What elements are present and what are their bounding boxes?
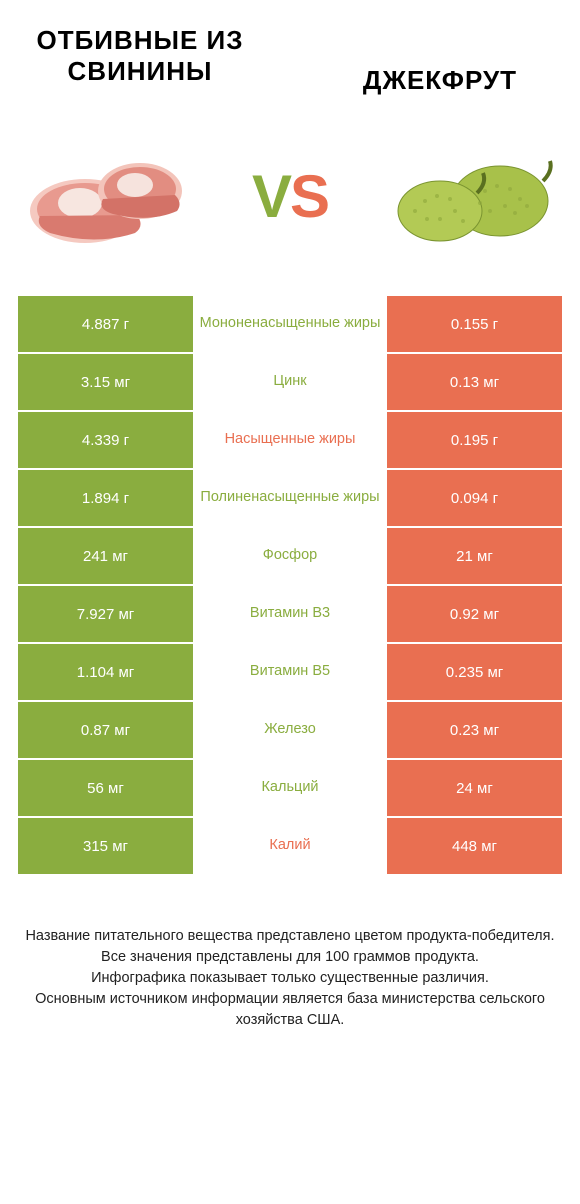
comparison-table: 4.887 гМононенасыщенные жиры0.155 г3.15 … (0, 296, 580, 876)
vs-s: S (290, 162, 328, 231)
vs-row: VS (0, 106, 580, 296)
table-row: 1.894 гПолиненасыщенные жиры0.094 г (18, 470, 562, 526)
cell-nutrient-name: Цинк (193, 354, 387, 410)
cell-right-value: 0.23 мг (387, 702, 562, 758)
table-row: 7.927 мгВитамин B30.92 мг (18, 586, 562, 642)
cell-right-value: 0.13 мг (387, 354, 562, 410)
pork-image (20, 136, 200, 256)
cell-left-value: 4.887 г (18, 296, 193, 352)
cell-left-value: 4.339 г (18, 412, 193, 468)
cell-nutrient-name: Мононенасыщенные жиры (193, 296, 387, 352)
jackfruit-image (380, 136, 560, 256)
vs-v: V (252, 162, 290, 231)
cell-nutrient-name: Кальций (193, 760, 387, 816)
table-row: 0.87 мгЖелезо0.23 мг (18, 702, 562, 758)
cell-right-value: 0.235 мг (387, 644, 562, 700)
table-row: 315 мгКалий448 мг (18, 818, 562, 874)
cell-nutrient-name: Фосфор (193, 528, 387, 584)
table-row: 4.339 гНасыщенные жиры0.195 г (18, 412, 562, 468)
cell-right-value: 0.92 мг (387, 586, 562, 642)
cell-nutrient-name: Насыщенные жиры (193, 412, 387, 468)
cell-left-value: 315 мг (18, 818, 193, 874)
footer-line-1: Название питательного вещества представл… (25, 926, 555, 947)
footer-line-3: Инфографика показывает только существенн… (25, 968, 555, 989)
title-left: ОТБИВНЫЕ ИЗ СВИНИНЫ (30, 25, 290, 96)
cell-right-value: 0.094 г (387, 470, 562, 526)
cell-right-value: 0.195 г (387, 412, 562, 468)
header: ОТБИВНЫЕ ИЗ СВИНИНЫ ДЖЕКФРУТ (0, 0, 580, 106)
cell-left-value: 1.894 г (18, 470, 193, 526)
table-row: 4.887 гМононенасыщенные жиры0.155 г (18, 296, 562, 352)
footer-line-4: Основным источником информации является … (25, 989, 555, 1031)
footer-line-2: Все значения представлены для 100 граммо… (25, 947, 555, 968)
table-row: 3.15 мгЦинк0.13 мг (18, 354, 562, 410)
vs-label: VS (252, 162, 328, 231)
cell-left-value: 56 мг (18, 760, 193, 816)
table-row: 1.104 мгВитамин B50.235 мг (18, 644, 562, 700)
footer-notes: Название питательного вещества представл… (0, 876, 580, 1051)
cell-left-value: 0.87 мг (18, 702, 193, 758)
cell-left-value: 3.15 мг (18, 354, 193, 410)
cell-right-value: 21 мг (387, 528, 562, 584)
cell-right-value: 24 мг (387, 760, 562, 816)
cell-right-value: 0.155 г (387, 296, 562, 352)
cell-left-value: 7.927 мг (18, 586, 193, 642)
cell-nutrient-name: Витамин B5 (193, 644, 387, 700)
cell-nutrient-name: Железо (193, 702, 387, 758)
table-row: 241 мгФосфор21 мг (18, 528, 562, 584)
cell-left-value: 241 мг (18, 528, 193, 584)
cell-left-value: 1.104 мг (18, 644, 193, 700)
cell-nutrient-name: Полиненасыщенные жиры (193, 470, 387, 526)
title-right: ДЖЕКФРУТ (290, 25, 550, 96)
table-row: 56 мгКальций24 мг (18, 760, 562, 816)
cell-nutrient-name: Витамин B3 (193, 586, 387, 642)
cell-right-value: 448 мг (387, 818, 562, 874)
cell-nutrient-name: Калий (193, 818, 387, 874)
